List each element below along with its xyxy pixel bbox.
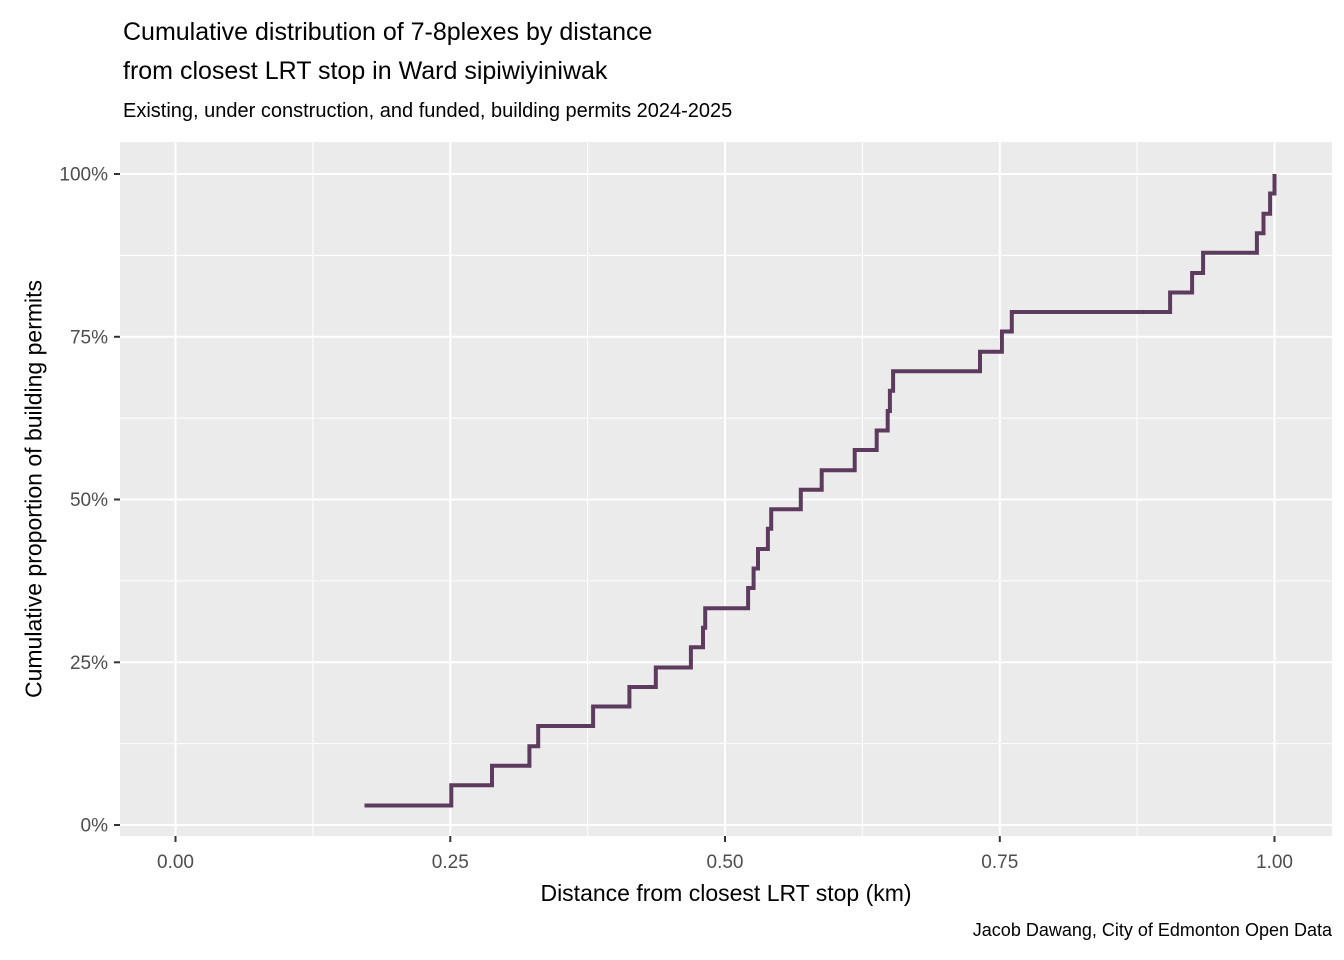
y-tick-label: 25% xyxy=(70,653,108,674)
ecdf-step-line xyxy=(364,174,1277,808)
y-axis-title: Cumulative proportion of building permit… xyxy=(20,279,47,699)
x-tick-label: 0.00 xyxy=(157,852,194,873)
x-tick-label: 0.50 xyxy=(707,852,744,873)
x-tick-label: 0.75 xyxy=(981,852,1018,873)
chart-title: Cumulative distribution of 7-8plexes by … xyxy=(123,18,653,85)
x-tick-label: 1.00 xyxy=(1256,852,1293,873)
chart-caption: Jacob Dawang, City of Edmonton Open Data xyxy=(972,920,1332,940)
chart-subtitle: Existing, under construction, and funded… xyxy=(123,100,733,122)
x-tick-label: 0.25 xyxy=(432,852,469,873)
y-tick-label: 50% xyxy=(70,490,108,511)
y-tick-label: 100% xyxy=(59,165,108,186)
y-tick-label: 0% xyxy=(81,816,109,837)
y-tick-label: 75% xyxy=(70,327,108,348)
x-axis-title: Distance from closest LRT stop (km) xyxy=(540,880,912,906)
